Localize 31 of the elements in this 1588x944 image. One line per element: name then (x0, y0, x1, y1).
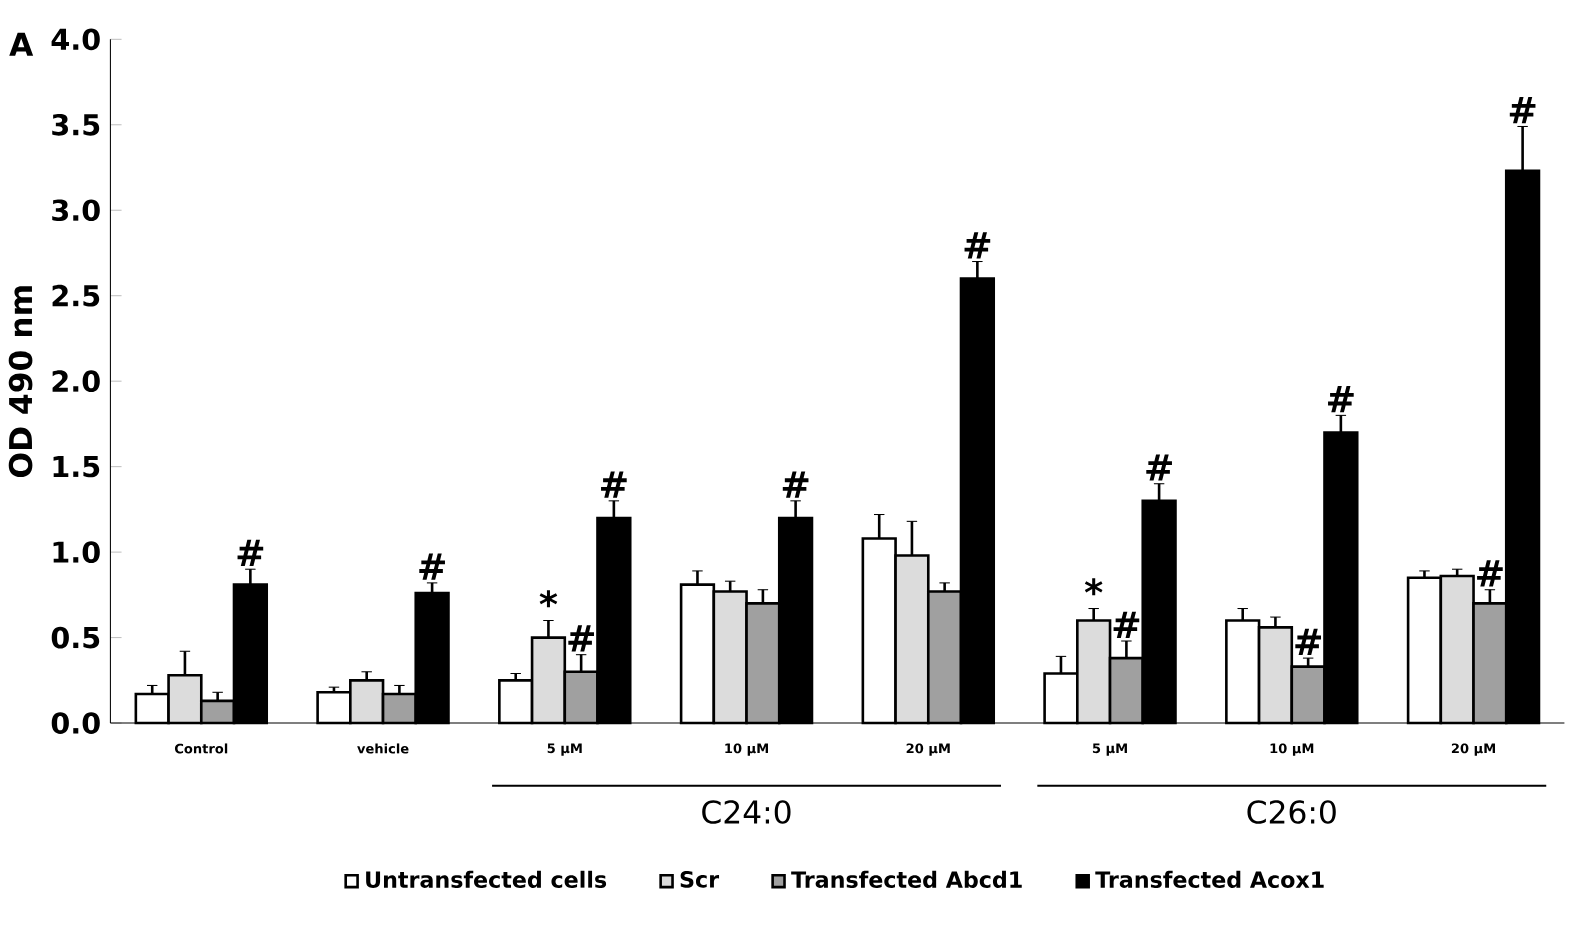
data-label: # (1146, 454, 1172, 482)
y-tick-label: 3.5 (52, 114, 100, 137)
data-label: * (1084, 578, 1103, 596)
data-label: # (1477, 560, 1503, 588)
data-label: # (1509, 97, 1536, 124)
data-label: # (1113, 612, 1140, 639)
legend-label: Scr (680, 871, 720, 889)
y-tick-label: 4.0 (51, 28, 100, 51)
data-label: * (539, 590, 558, 608)
data-label: # (237, 540, 264, 567)
data-label: # (419, 553, 445, 581)
text: C26:0 (1247, 800, 1336, 825)
data-label: # (782, 471, 809, 499)
data-label: # (1295, 629, 1321, 656)
y-tick-label: 0.0 (51, 712, 100, 735)
legend-label: Transfected Abcd1 (791, 871, 1022, 889)
y-tick-label: 1.0 (53, 541, 100, 564)
data-label: # (964, 232, 991, 259)
y-tick-label: 3.0 (52, 199, 100, 222)
y-tick-label: 2.0 (52, 370, 100, 393)
text: A (9, 33, 34, 57)
data-label: # (601, 471, 627, 499)
y-axis-title: OD 490 nm (8, 286, 33, 478)
legend-label: Transfected Acox1 (1095, 871, 1324, 889)
data-label: # (1328, 386, 1354, 413)
y-tick-label: 0.5 (51, 627, 100, 649)
y-tick-label: 1.5 (53, 456, 100, 478)
legend-label: Untransfected cells (366, 871, 607, 889)
data-label: # (568, 625, 594, 652)
text: C24:0 (702, 800, 791, 825)
y-tick-label: 2.5 (52, 285, 100, 308)
